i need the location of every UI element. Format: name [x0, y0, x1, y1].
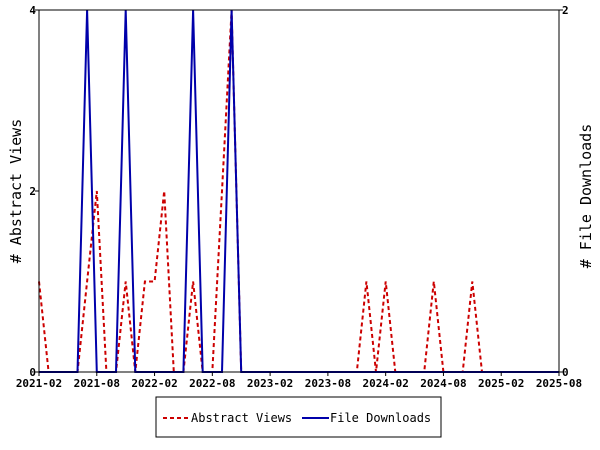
legend-label-abstract-views: Abstract Views: [191, 411, 292, 425]
y-left-tick-label: 4: [29, 4, 36, 17]
y-left-tick-label: 0: [29, 366, 36, 379]
y-left-tick-label: 2: [29, 185, 36, 198]
x-tick-label: 2022-08: [189, 377, 235, 390]
legend: Abstract Views File Downloads: [155, 396, 442, 438]
y-right-tick-label: 0: [562, 366, 569, 379]
x-tick-label: 2022-02: [131, 377, 177, 390]
y-right-tick-label: 2: [562, 4, 569, 17]
x-tick-label: 2021-02: [16, 377, 62, 390]
ticks-layer: 2021-02 2021-08 2022-02 2022-08 2023-02 2023-…: [16, 4, 582, 390]
right-axis-title: # File Downloads: [577, 124, 595, 269]
x-tick-label: 2023-02: [247, 377, 293, 390]
x-tick-label: 2024-02: [362, 377, 408, 390]
x-tick-label: 2025-02: [478, 377, 524, 390]
x-tick-label: 2024-08: [420, 377, 466, 390]
left-axis-title: # Abstract Views: [7, 119, 25, 264]
x-tick-label: 2025-08: [536, 377, 582, 390]
legend-label-file-downloads: File Downloads: [330, 411, 431, 425]
plot-area: [39, 10, 559, 372]
legend-box: [155, 396, 442, 438]
x-tick-label: 2023-08: [305, 377, 351, 390]
x-tick-label: 2021-08: [74, 377, 120, 390]
